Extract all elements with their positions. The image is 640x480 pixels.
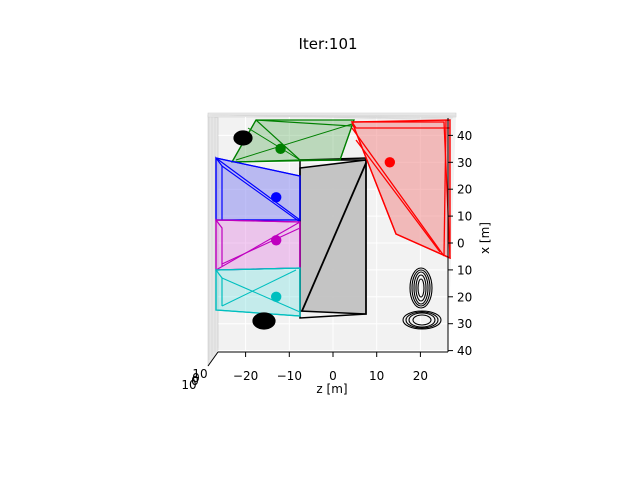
box-blue-edge (215, 157, 301, 221)
x-tick-label: 10 (369, 369, 384, 383)
scatter-points (270, 143, 396, 302)
box-blue (215, 156, 301, 223)
box-cyan-face (215, 267, 301, 317)
y-tick-label: 0 (457, 237, 465, 251)
chart-title: Iter:101 (298, 35, 357, 53)
x-axis-label: z [m] (316, 382, 347, 396)
y-tick-label: 20 (457, 183, 472, 197)
z-axis-line (207, 351, 219, 367)
y-tick-label: 30 (457, 156, 472, 170)
y-tick-label: 10 (457, 210, 472, 224)
scatter-point (270, 235, 282, 246)
scatter-point (384, 157, 396, 168)
x-tick-label: −20 (233, 369, 258, 383)
y-tick-label: 30 (457, 317, 472, 331)
x-tick-label: 0 (329, 369, 337, 383)
scatter-point (275, 143, 286, 155)
box-gray-diagonal (301, 162, 367, 312)
y-tick-label: 20 (457, 290, 472, 304)
z-tick-label: 0 (192, 371, 200, 385)
ellipse-object (233, 130, 253, 146)
x-tick-label: 20 (413, 369, 428, 383)
box-cyan-edge (221, 277, 301, 313)
scatter-point (270, 192, 282, 203)
box-cyan (215, 267, 301, 317)
box-red-edges (350, 121, 451, 260)
x-axis: −20 −10 0 10 20 (218, 351, 448, 383)
box-green (230, 119, 355, 163)
y-tick-label: 40 (457, 129, 472, 143)
y-tick-label: 40 (457, 344, 472, 358)
ellipse-object (409, 267, 433, 309)
scatter-point (270, 291, 282, 302)
z-tick-label: 10 (192, 367, 207, 381)
box-red-edge (443, 119, 447, 257)
box-magenta (215, 218, 301, 271)
box-green-edge (235, 123, 353, 161)
y-tick-label: 10 (457, 263, 472, 277)
box-green-edge (247, 127, 301, 161)
box-blue-edge (221, 165, 301, 223)
y-axis-label: x [m] (478, 222, 492, 254)
ellipse-object (252, 312, 276, 330)
box-red (350, 119, 451, 260)
box-magenta-edge (215, 221, 301, 271)
box-cyan-edge (221, 269, 297, 307)
box-red-edge (355, 139, 441, 253)
box-gray (299, 157, 367, 319)
y-axis: 40 30 20 10 0 10 20 30 40 (447, 118, 472, 358)
box-magenta-edge (221, 227, 301, 265)
x-tick-label: −10 (277, 369, 302, 383)
box-red-edge (351, 127, 445, 257)
z-tick-label: 0 (191, 374, 199, 388)
z-tick-label: 10 (181, 378, 196, 392)
ellipse-object (402, 310, 442, 330)
grid-line-top (217, 114, 452, 121)
ellipse-objects (233, 130, 442, 330)
